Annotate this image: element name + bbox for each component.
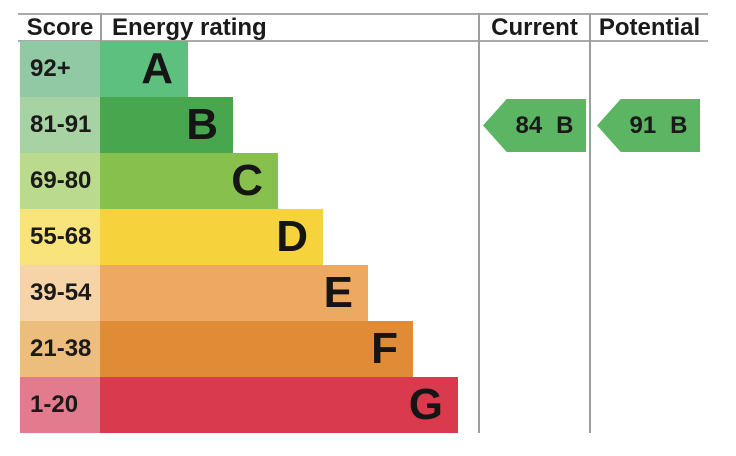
table-top-border xyxy=(18,13,708,15)
current-rating-arrow: 84 B xyxy=(483,99,586,152)
score-range-label: 55-68 xyxy=(30,223,92,250)
score-cell: 69-80 xyxy=(20,153,100,209)
band-row-d: 55-68 D xyxy=(20,209,458,265)
band-row-e: 39-54 E xyxy=(20,265,458,321)
band-row-g: 1-20 G xyxy=(20,377,458,433)
score-range-label: 81-91 xyxy=(30,111,92,138)
current-rating-letter: B xyxy=(556,111,574,139)
score-range-label: 69-80 xyxy=(30,167,92,194)
score-range-label: 1-20 xyxy=(30,391,79,418)
rating-letter: A xyxy=(141,44,173,93)
energy-rating-column-header: Energy rating xyxy=(112,14,267,41)
potential-rating-letter: B xyxy=(670,111,688,139)
rating-bar-f: F xyxy=(100,321,413,377)
current-column-header: Current xyxy=(491,14,578,41)
rating-bands: 92+ A 81-91 B 69-80 C 55-68 xyxy=(20,41,458,433)
score-column-header: Score xyxy=(26,14,94,41)
band-row-f: 21-38 F xyxy=(20,321,458,377)
score-column-divider xyxy=(100,13,102,42)
current-column-divider xyxy=(478,13,480,433)
band-row-a: 92+ A xyxy=(20,41,458,97)
rating-letter: F xyxy=(371,324,398,373)
rating-letter: G xyxy=(408,380,443,429)
rating-letter: D xyxy=(276,212,308,261)
potential-score-value: 91 xyxy=(629,111,657,139)
rating-bar-e: E xyxy=(100,265,368,321)
score-cell: 92+ xyxy=(20,41,100,97)
rating-bar-d: D xyxy=(100,209,323,265)
rating-bar-c: C xyxy=(100,153,278,209)
score-range-label: 92+ xyxy=(30,55,71,82)
potential-rating-arrow: 91 B xyxy=(597,99,700,152)
rating-bar-g: G xyxy=(100,377,458,433)
rating-bar-b: B xyxy=(100,97,233,153)
band-row-b: 81-91 B xyxy=(20,97,458,153)
potential-rating-text: 91 B xyxy=(609,112,687,140)
score-range-label: 21-38 xyxy=(30,335,92,362)
rating-letter: E xyxy=(323,268,353,317)
score-range-label: 39-54 xyxy=(30,279,92,306)
band-row-c: 69-80 C xyxy=(20,153,458,209)
potential-column-divider xyxy=(589,13,591,433)
score-cell: 21-38 xyxy=(20,321,100,377)
rating-bar-a: A xyxy=(100,41,188,97)
current-score-value: 84 xyxy=(515,111,543,139)
potential-column-header: Potential xyxy=(598,14,701,41)
score-cell: 1-20 xyxy=(20,377,100,433)
score-cell: 55-68 xyxy=(20,209,100,265)
header-bottom-border xyxy=(18,40,708,42)
rating-letter: C xyxy=(231,156,263,205)
score-cell: 39-54 xyxy=(20,265,100,321)
current-rating-text: 84 B xyxy=(495,112,573,140)
score-cell: 81-91 xyxy=(20,97,100,153)
rating-letter: B xyxy=(186,100,218,149)
